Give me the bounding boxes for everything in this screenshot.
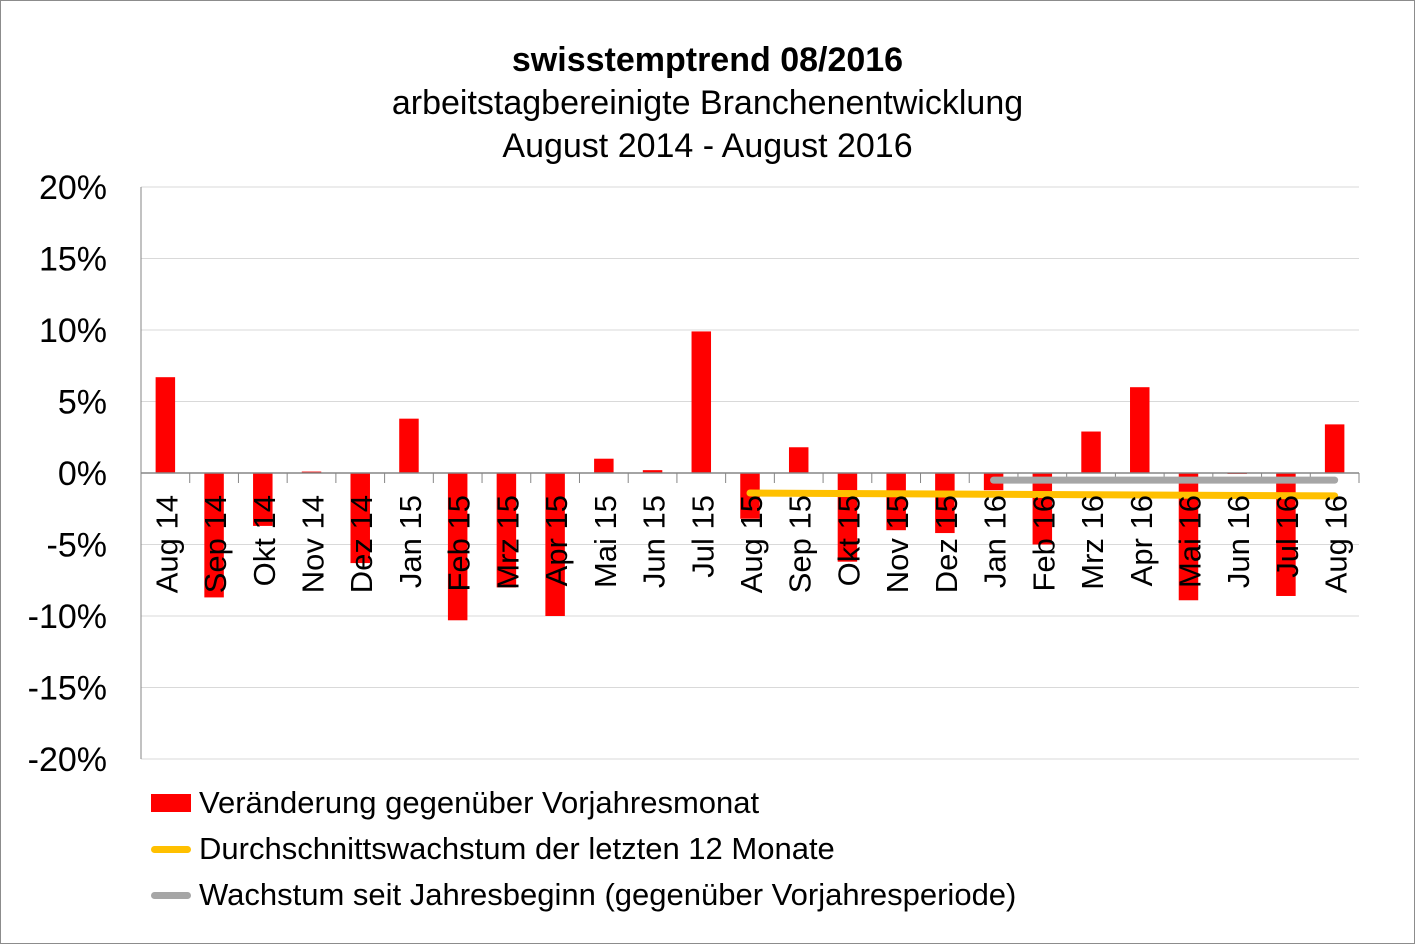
legend-label: Veränderung gegenüber Vorjahresmonat [199,785,760,820]
x-tick-label: Nov 15 [880,495,915,593]
x-tick-label: Sep 15 [783,495,818,593]
x-tick-label: Apr 15 [539,495,574,586]
y-tick-label: 5% [58,384,107,422]
chart-subtitle-2: August 2014 - August 2016 [502,127,913,165]
bar [1081,431,1101,473]
x-tick-label: Apr 16 [1124,495,1159,586]
bar [788,447,809,473]
x-tick-label: Jan 16 [978,495,1013,588]
bar [935,473,955,534]
y-tick-label: -10% [28,598,107,636]
legend-label: Wachstum seit Jahresbeginn (gegenüber Vo… [199,877,1017,912]
x-tick-label: Sep 14 [198,495,233,593]
y-tick-label: -15% [28,670,107,708]
x-tick-label: Dez 14 [344,495,379,593]
x-tick-label: Nov 14 [296,495,331,593]
legend-swatch-line [151,845,191,853]
legend-label: Durchschnittswachstum der letzten 12 Mon… [199,831,835,866]
x-tick-label: Mrz 16 [1075,495,1110,590]
x-tick-label: Aug 16 [1319,495,1354,593]
y-tick-label: 10% [39,312,107,350]
x-tick-label: Mrz 15 [490,495,525,590]
bar [886,473,906,531]
bar [642,470,663,473]
x-tick-label: Jun 16 [1221,495,1256,588]
bar [1032,473,1053,545]
y-tick-label: 20% [39,169,107,207]
x-tick-label: Dez 15 [929,495,964,593]
legend-item-ytd: Wachstum seit Jahresbeginn (gegenüber Vo… [151,877,1016,913]
bar [545,473,565,616]
bar [1130,387,1150,473]
x-tick-label: Aug 15 [734,495,769,593]
bar [447,473,468,621]
bar [691,331,712,473]
chart-subtitle: arbeitstagbereinigte Branchenentwicklung [391,84,1024,122]
y-tick-label: -5% [47,527,107,565]
bar [204,473,224,598]
chart-title: swisstemptrend 08/2016 [511,41,904,79]
x-tick-label: Feb 16 [1026,495,1061,592]
x-tick-label: Mai 15 [588,495,623,588]
x-tick-label: Jun 15 [637,495,672,588]
bar [399,418,419,473]
bar [594,458,614,473]
legend-item-bars: Veränderung gegenüber Vorjahresmonat [151,785,759,821]
x-tick-label: Okt 14 [247,495,282,586]
y-tick-label: 15% [39,241,107,279]
bar [253,473,273,526]
x-tick-label: Jan 15 [393,495,428,588]
bar [155,377,176,473]
y-tick-label: -20% [28,741,107,779]
x-tick-label: Feb 15 [442,495,477,592]
bar [1276,473,1296,596]
series-line [746,489,1339,500]
x-tick-label: Okt 15 [831,495,866,586]
y-tick-label: 0% [58,455,107,493]
legend-swatch-line [151,891,191,899]
legend-swatch-bar [151,794,191,812]
x-tick-label: Jul 15 [685,495,720,578]
bar [350,473,370,564]
bar [496,473,517,588]
x-tick-label: Mai 16 [1172,495,1207,588]
legend-item-avg12: Durchschnittswachstum der letzten 12 Mon… [151,831,835,867]
bar [1178,473,1199,601]
x-tick-label: Aug 14 [149,495,184,593]
bar [1324,424,1345,473]
x-tick-label: Jul 16 [1270,495,1305,578]
